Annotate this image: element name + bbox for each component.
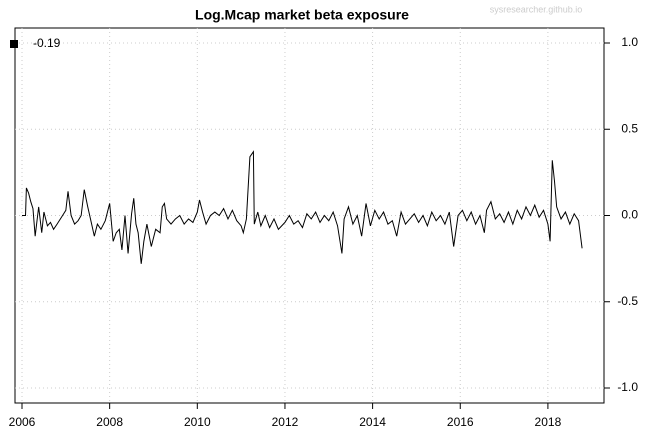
- x-tick-label: 2008: [96, 415, 123, 429]
- x-tick-label: 2014: [359, 415, 386, 429]
- x-tick-label: 2016: [447, 415, 474, 429]
- legend-label: -0.19: [33, 36, 61, 50]
- y-tick-label: 1.0: [621, 35, 638, 49]
- chart-title: Log.Mcap market beta exposure: [195, 7, 409, 23]
- legend-swatch: [10, 40, 18, 48]
- y-tick-label: 0.0: [621, 208, 638, 222]
- watermark: sysresearcher.github.io: [490, 4, 583, 14]
- series-line: [22, 150, 583, 264]
- y-tick-label: -1.0: [617, 380, 638, 394]
- y-tick-label: 0.5: [621, 121, 638, 135]
- x-tick-label: 2012: [272, 415, 299, 429]
- x-tick-label: 2010: [184, 415, 211, 429]
- x-tick-label: 2018: [535, 415, 562, 429]
- y-tick-label: -0.5: [617, 294, 638, 308]
- x-tick-label: 2006: [9, 415, 36, 429]
